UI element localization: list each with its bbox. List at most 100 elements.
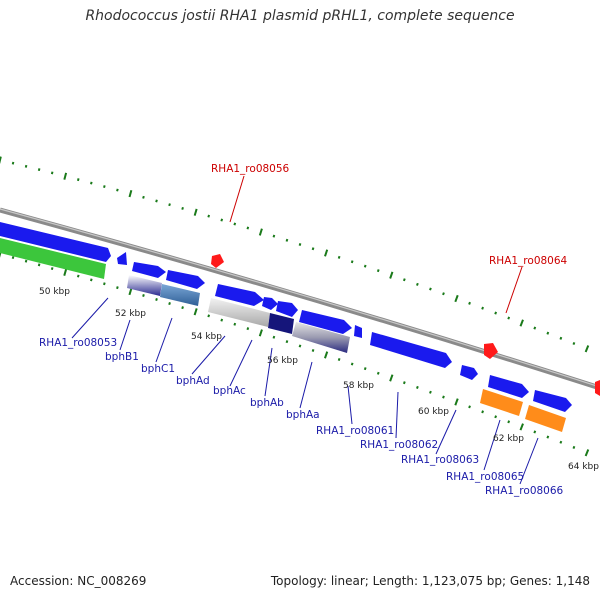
tick-mark bbox=[50, 267, 54, 271]
tick-mark bbox=[494, 415, 498, 419]
tick-mark bbox=[11, 161, 15, 165]
tick-mark bbox=[37, 168, 41, 172]
tick-mark bbox=[272, 335, 276, 339]
gene-orange[interactable] bbox=[525, 405, 566, 432]
red-markers bbox=[211, 254, 600, 396]
gene-arrow[interactable] bbox=[370, 332, 452, 368]
tick-mark bbox=[76, 274, 80, 278]
gene-arrow[interactable] bbox=[166, 270, 205, 289]
gene-label[interactable]: bphB1 bbox=[105, 351, 139, 363]
red-gene-label[interactable]: RHA1_ro08064 bbox=[489, 255, 568, 267]
tick-mark bbox=[389, 374, 394, 382]
tick-mark bbox=[481, 306, 484, 310]
tick-mark bbox=[363, 367, 367, 371]
scale-label: 64 kbp bbox=[568, 462, 599, 472]
gene-bar[interactable] bbox=[208, 298, 270, 327]
tick-mark bbox=[90, 181, 93, 185]
gene-leader-lines bbox=[71, 297, 539, 485]
gene-label[interactable]: bphC1 bbox=[141, 363, 175, 375]
gene-bar[interactable] bbox=[268, 313, 294, 334]
red-marker[interactable] bbox=[484, 343, 498, 359]
tick-mark bbox=[519, 319, 524, 327]
tick-mark bbox=[128, 287, 133, 296]
scale-label: 54 kbp bbox=[191, 332, 222, 342]
gene-label[interactable]: bphAa bbox=[286, 409, 320, 421]
gene-label[interactable]: bphAc bbox=[213, 385, 246, 397]
tick-mark bbox=[584, 449, 590, 457]
summary-text: Topology: linear; Length: 1,123,075 bp; … bbox=[270, 574, 590, 588]
tick-mark bbox=[389, 271, 394, 279]
tick-mark bbox=[207, 314, 211, 318]
tick-mark bbox=[37, 263, 41, 267]
gene-arrow[interactable] bbox=[533, 390, 572, 412]
tick-mark bbox=[507, 420, 511, 424]
tick-mark bbox=[298, 344, 302, 348]
tick-mark bbox=[454, 294, 459, 303]
tick-mark bbox=[207, 214, 211, 218]
gene-bar[interactable] bbox=[127, 275, 162, 296]
gene-bar[interactable] bbox=[292, 322, 350, 353]
gene-arrow[interactable] bbox=[132, 262, 166, 278]
gene-label[interactable]: RHA1_ro08065 bbox=[446, 471, 524, 483]
tick-mark bbox=[50, 171, 54, 175]
tick-mark bbox=[272, 234, 276, 238]
red-leader-lines bbox=[229, 175, 523, 314]
tick-mark bbox=[168, 302, 171, 306]
tick-mark bbox=[193, 208, 198, 216]
tick-mark bbox=[376, 371, 380, 375]
tick-mark bbox=[350, 362, 354, 366]
tick-mark bbox=[402, 278, 406, 282]
red-labels: RHA1_ro08056 RHA1_ro08064 bbox=[211, 163, 568, 267]
gene-arrow[interactable] bbox=[0, 222, 111, 262]
gene-green[interactable] bbox=[0, 238, 106, 279]
backbone-line bbox=[0, 207, 600, 391]
tick-mark bbox=[285, 340, 289, 344]
tick-mark bbox=[324, 249, 329, 257]
gene-arrow[interactable] bbox=[215, 284, 264, 306]
gene-arrow[interactable] bbox=[117, 252, 127, 265]
tick-mark bbox=[220, 318, 224, 322]
tick-mark bbox=[181, 206, 184, 210]
tick-mark bbox=[89, 278, 93, 282]
gene-track-lower bbox=[0, 238, 566, 432]
gene-arrow[interactable] bbox=[354, 325, 362, 338]
gene-label[interactable]: RHA1_ro08062 bbox=[360, 439, 438, 451]
red-gene-label[interactable]: RHA1_ro08056 bbox=[211, 163, 290, 175]
tick-mark bbox=[546, 331, 550, 335]
gene-label[interactable]: bphAb bbox=[250, 397, 284, 409]
tick-mark bbox=[402, 381, 406, 385]
tick-mark bbox=[363, 264, 367, 268]
tick-mark bbox=[63, 172, 68, 180]
tick-mark bbox=[519, 423, 524, 431]
red-marker[interactable] bbox=[211, 254, 224, 268]
gene-arrow[interactable] bbox=[276, 301, 298, 317]
gene-label[interactable]: RHA1_ro08053 bbox=[39, 337, 117, 349]
tick-mark bbox=[507, 316, 511, 320]
tick-mark bbox=[155, 298, 158, 301]
tick-mark bbox=[168, 203, 171, 207]
tick-mark bbox=[258, 228, 263, 236]
tick-mark bbox=[454, 398, 459, 406]
tick-mark bbox=[429, 390, 432, 394]
tick-mark bbox=[494, 311, 498, 315]
red-marker[interactable] bbox=[595, 380, 600, 396]
tick-mark bbox=[559, 336, 563, 340]
map-title: Rhodococcus jostii RHA1 plasmid pRHL1, c… bbox=[85, 8, 515, 24]
tick-mark bbox=[285, 238, 289, 242]
tick-mark bbox=[533, 430, 537, 434]
gene-label[interactable]: RHA1_ro08063 bbox=[401, 454, 479, 466]
gene-arrow[interactable] bbox=[460, 365, 478, 380]
tick-mark bbox=[298, 243, 302, 246]
gene-label[interactable]: RHA1_ro08066 bbox=[485, 485, 564, 497]
tick-mark bbox=[442, 292, 445, 296]
tick-mark bbox=[63, 268, 68, 276]
tick-mark bbox=[584, 345, 590, 353]
gene-label[interactable]: RHA1_ro08061 bbox=[316, 425, 394, 437]
gene-label[interactable]: bphAd bbox=[176, 375, 210, 387]
gene-arrow[interactable] bbox=[488, 375, 529, 398]
gene-arrow[interactable] bbox=[299, 310, 352, 334]
gene-arrow[interactable] bbox=[262, 297, 278, 310]
gene-orange[interactable] bbox=[480, 389, 523, 416]
tick-mark bbox=[572, 445, 576, 449]
gene-bar[interactable] bbox=[160, 284, 200, 306]
